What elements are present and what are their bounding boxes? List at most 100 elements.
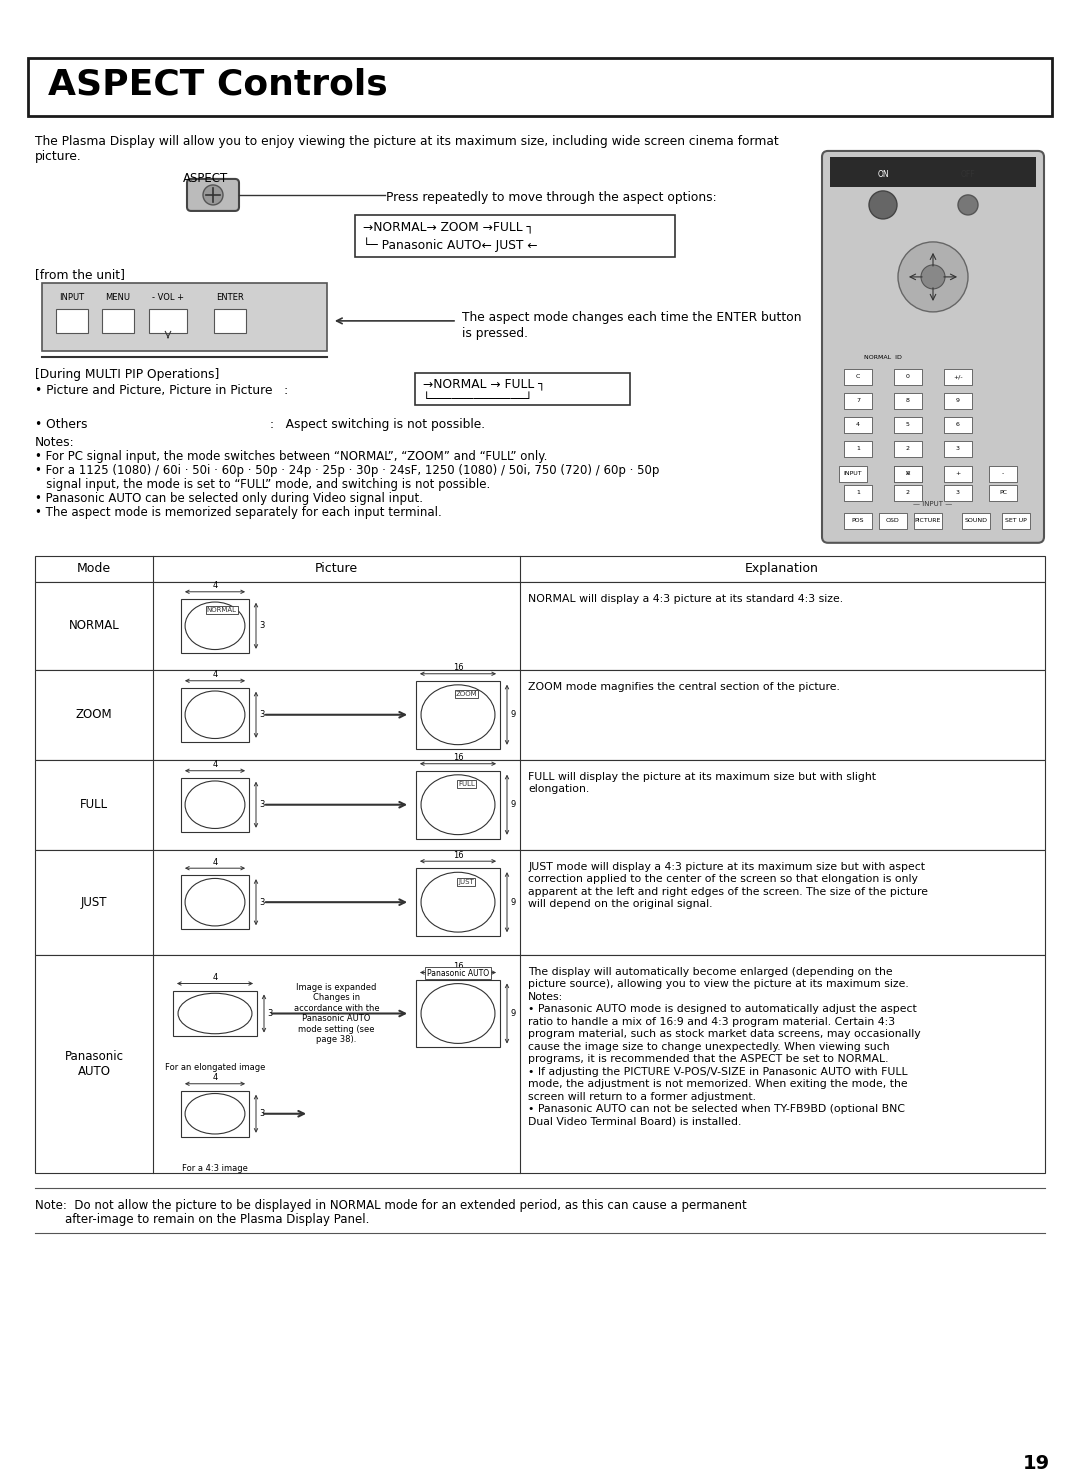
Text: 1: 1: [856, 491, 860, 495]
Text: • For PC signal input, the mode switches between “NORMAL”, “ZOOM” and “FULL” onl: • For PC signal input, the mode switches…: [35, 450, 548, 463]
Bar: [989, 485, 1017, 501]
Text: [During MULTI PIP Operations]: [During MULTI PIP Operations]: [35, 368, 219, 382]
Text: Notes:: Notes:: [35, 436, 75, 448]
Bar: [102, 309, 134, 333]
Bar: [944, 417, 972, 433]
Text: Press repeatedly to move through the aspect options:: Press repeatedly to move through the asp…: [386, 191, 717, 204]
Text: -: -: [1002, 472, 1004, 476]
Text: JUST: JUST: [81, 896, 107, 908]
Text: For a 4:3 image: For a 4:3 image: [183, 1164, 248, 1173]
Text: INPUT: INPUT: [843, 472, 862, 476]
Bar: [843, 393, 872, 408]
Text: — INPUT —: — INPUT —: [914, 501, 953, 507]
Bar: [944, 466, 972, 482]
Text: MENU: MENU: [106, 293, 131, 302]
Text: SOUND: SOUND: [964, 518, 987, 524]
Bar: [894, 466, 922, 482]
Bar: [181, 778, 249, 831]
Text: is pressed.: is pressed.: [462, 327, 528, 340]
Text: 16: 16: [453, 753, 463, 762]
Text: Panasonic
AUTO: Panasonic AUTO: [65, 1050, 123, 1078]
Text: 4: 4: [856, 423, 860, 427]
Bar: [149, 309, 187, 333]
Text: JUST: JUST: [459, 879, 474, 884]
Text: • The aspect mode is memorized separately for each input terminal.: • The aspect mode is memorized separatel…: [35, 506, 442, 519]
Bar: [843, 485, 872, 501]
Text: 4: 4: [213, 581, 218, 590]
Bar: [944, 441, 972, 457]
Bar: [416, 979, 500, 1047]
Bar: [944, 393, 972, 408]
Bar: [894, 368, 922, 385]
Text: 9: 9: [511, 1009, 515, 1018]
Text: • Picture and Picture, Picture in Picture   :: • Picture and Picture, Picture in Pictur…: [35, 385, 288, 396]
Text: INPUT: INPUT: [59, 293, 84, 302]
Text: Mode: Mode: [77, 562, 111, 575]
Text: ASPECT: ASPECT: [183, 172, 228, 185]
FancyBboxPatch shape: [822, 151, 1044, 543]
Text: ZOOM: ZOOM: [456, 691, 477, 698]
Text: 2: 2: [906, 447, 910, 451]
Text: Image is expanded
Changes in
accordance with the
Panasonic AUTO
mode setting (se: Image is expanded Changes in accordance …: [294, 984, 379, 1044]
Text: Notes:: Notes:: [528, 991, 564, 1001]
Text: 3: 3: [259, 710, 265, 719]
Bar: [214, 309, 246, 333]
Bar: [831, 157, 1036, 186]
Text: 7: 7: [856, 398, 860, 404]
Text: ASPECT Controls: ASPECT Controls: [48, 68, 388, 102]
Text: • Panasonic AUTO mode is designed to automatically adjust the aspect: • Panasonic AUTO mode is designed to aut…: [528, 1004, 917, 1015]
Bar: [35, 760, 1045, 850]
Bar: [28, 58, 1052, 115]
Bar: [181, 599, 249, 652]
Text: NORMAL will display a 4:3 picture at its standard 4:3 size.: NORMAL will display a 4:3 picture at its…: [528, 593, 843, 603]
Text: 2: 2: [906, 491, 910, 495]
Bar: [35, 556, 1045, 581]
Bar: [416, 771, 500, 839]
Text: 9: 9: [511, 898, 515, 907]
Text: OFF: OFF: [961, 170, 975, 179]
Text: Note:  Do not allow the picture to be displayed in NORMAL mode for an extended p: Note: Do not allow the picture to be dis…: [35, 1198, 746, 1211]
Text: OSD: OSD: [886, 518, 900, 524]
Text: ENTER: ENTER: [216, 293, 244, 302]
Bar: [879, 513, 907, 529]
Text: NORMAL  ID: NORMAL ID: [864, 355, 902, 359]
Text: cause the image size to change unexpectedly. When viewing such: cause the image size to change unexpecte…: [528, 1041, 890, 1052]
Text: +: +: [956, 472, 960, 476]
Text: Picture: Picture: [314, 562, 357, 575]
Text: ON: ON: [877, 170, 889, 179]
Text: →NORMAL→ ZOOM →FULL ┐: →NORMAL→ ZOOM →FULL ┐: [363, 220, 534, 232]
Bar: [416, 868, 500, 936]
Text: SET UP: SET UP: [1005, 518, 1027, 524]
Text: picture source), allowing you to view the picture at its maximum size.: picture source), allowing you to view th…: [528, 979, 908, 989]
Text: - VOL +: - VOL +: [152, 293, 184, 302]
Text: 6: 6: [956, 423, 960, 427]
Bar: [1002, 513, 1030, 529]
Bar: [355, 214, 675, 257]
Text: FULL will display the picture at its maximum size but with slight: FULL will display the picture at its max…: [528, 772, 876, 782]
Bar: [35, 850, 1045, 954]
Text: The display will automatically become enlarged (depending on the: The display will automatically become en…: [528, 967, 893, 976]
Text: Panasonic AUTO: Panasonic AUTO: [427, 969, 489, 978]
Bar: [416, 680, 500, 748]
Circle shape: [203, 185, 222, 206]
Text: JUST mode will display a 4:3 picture at its maximum size but with aspect: JUST mode will display a 4:3 picture at …: [528, 862, 924, 871]
Bar: [843, 441, 872, 457]
Text: 3: 3: [956, 447, 960, 451]
Circle shape: [958, 195, 978, 214]
Text: 9: 9: [511, 800, 515, 809]
Text: 1: 1: [856, 447, 860, 451]
Text: mode, the adjustment is not memorized. When exiting the mode, the: mode, the adjustment is not memorized. W…: [528, 1080, 907, 1089]
Text: FULL: FULL: [80, 799, 108, 810]
Text: A: A: [906, 472, 910, 476]
Text: 3: 3: [259, 898, 265, 907]
Bar: [894, 485, 922, 501]
Text: 3: 3: [259, 800, 265, 809]
Text: 3: 3: [259, 621, 265, 630]
Text: • Others: • Others: [35, 419, 87, 430]
Text: PICTURE: PICTURE: [915, 518, 941, 524]
Text: 16: 16: [453, 663, 463, 673]
Bar: [35, 581, 1045, 670]
Text: after-image to remain on the Plasma Display Panel.: after-image to remain on the Plasma Disp…: [35, 1213, 369, 1226]
Text: ZOOM: ZOOM: [76, 708, 112, 722]
Text: signal input, the mode is set to “FULL” mode, and switching is not possible.: signal input, the mode is set to “FULL” …: [35, 478, 490, 491]
